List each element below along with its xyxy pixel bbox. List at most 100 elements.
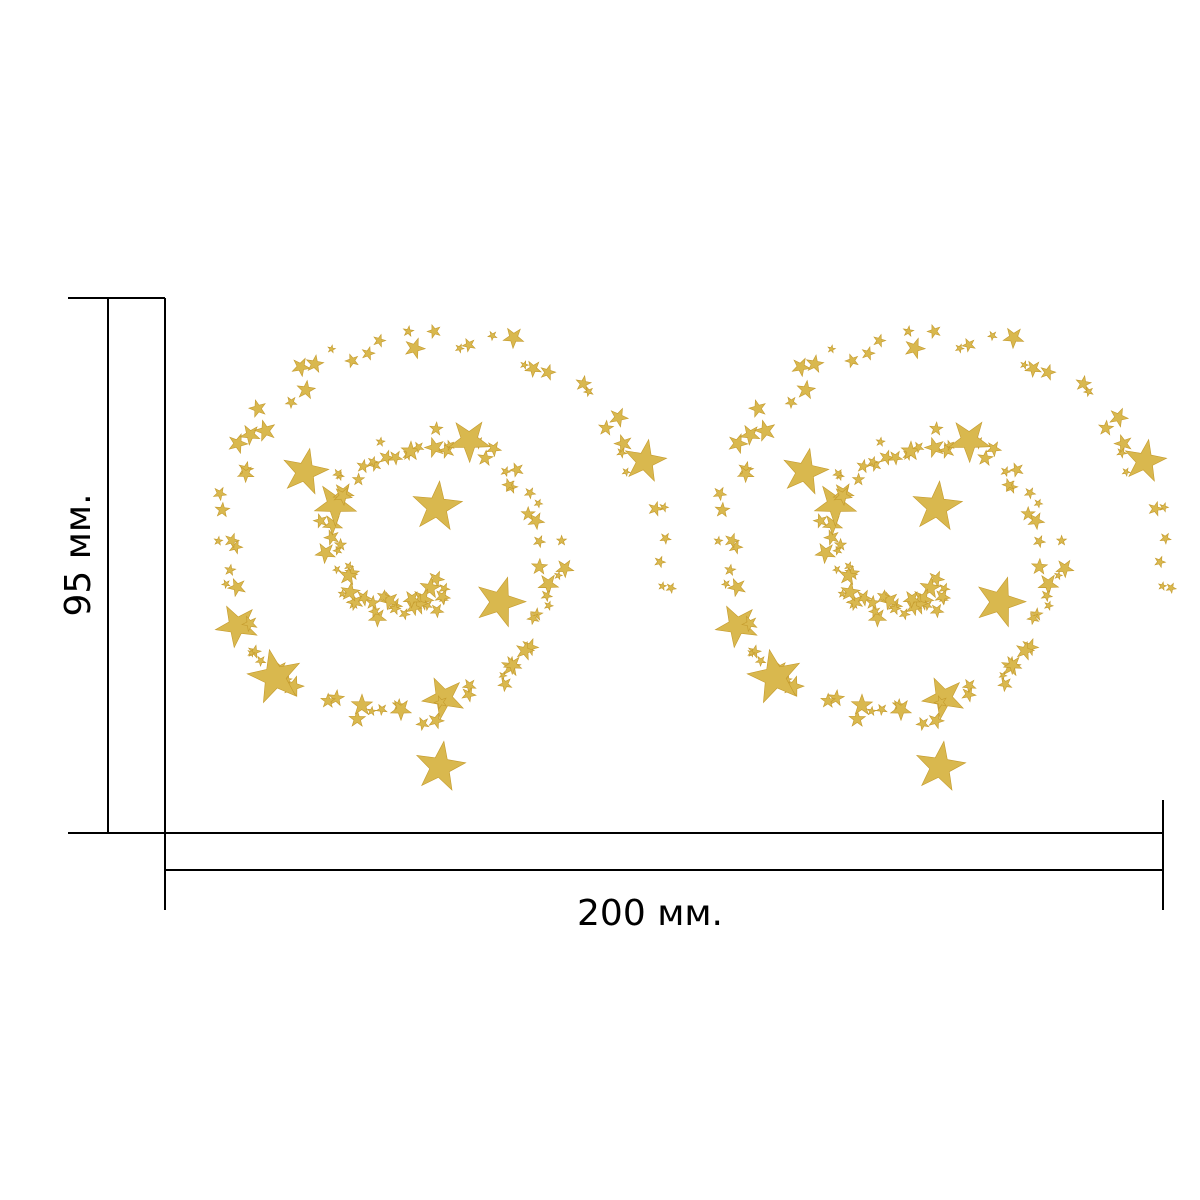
star [865,594,881,610]
star [314,543,336,565]
star [485,441,503,458]
star [998,670,1008,681]
star [575,374,593,392]
star [553,570,564,581]
star [805,354,825,374]
star [714,501,731,518]
star [987,330,998,342]
star [327,688,346,707]
star [961,678,977,694]
star [856,458,871,474]
star [333,486,353,507]
star [351,472,366,486]
star [838,565,859,586]
star [305,354,325,374]
star-decal [212,323,1178,791]
star [659,532,672,545]
star [928,421,944,436]
star [933,695,948,710]
star [1026,611,1040,626]
star [433,695,448,710]
star [827,688,846,707]
star [1157,581,1168,591]
star [879,590,899,611]
star [402,591,421,609]
star [398,608,411,621]
star [344,561,355,572]
star [1008,462,1024,478]
star [609,407,630,428]
star [241,615,258,633]
star [247,399,266,418]
star [784,396,798,410]
star [320,692,336,708]
star [1124,438,1168,482]
width-label: 200 мм. [577,893,723,934]
star [332,545,343,556]
star [861,346,876,361]
star [533,498,544,509]
star [527,512,546,531]
star [502,327,525,350]
star [478,576,527,628]
star [415,740,467,791]
star [1030,557,1049,575]
star [947,421,992,464]
star [1000,466,1012,478]
star [284,396,298,410]
star [415,716,430,732]
star [1165,582,1178,595]
star [296,379,317,400]
star [1027,512,1046,531]
star [654,555,667,569]
star [783,447,830,495]
star [389,699,413,722]
star [1082,386,1094,398]
star [926,323,941,339]
star [253,419,276,442]
star [1075,374,1093,392]
star [428,712,446,730]
star [332,565,342,575]
star [540,363,557,381]
star [582,386,594,398]
star [313,485,358,528]
star [543,600,555,612]
star [226,577,246,598]
star [1113,434,1132,454]
star [613,434,632,454]
star [530,557,549,575]
star [833,486,853,507]
star [1037,574,1060,596]
star [961,686,977,703]
star [228,433,249,455]
star [434,588,452,606]
star [291,357,312,378]
star [754,655,767,668]
star [814,543,836,565]
star [915,740,967,791]
star [827,344,837,354]
star [375,436,386,447]
star [500,466,512,478]
star [1040,589,1054,603]
star [213,535,224,546]
star [837,588,848,599]
star [402,324,415,338]
star [713,535,724,546]
star [621,467,632,477]
star [915,716,930,732]
star [1016,640,1036,661]
star [520,505,536,521]
star [1121,467,1132,477]
star [736,466,755,484]
star [1040,363,1057,381]
star [333,537,348,551]
star [412,441,425,454]
star [889,602,902,616]
star [832,565,842,575]
star [477,449,495,466]
star [340,581,361,602]
star [902,591,921,609]
star [1154,555,1167,569]
